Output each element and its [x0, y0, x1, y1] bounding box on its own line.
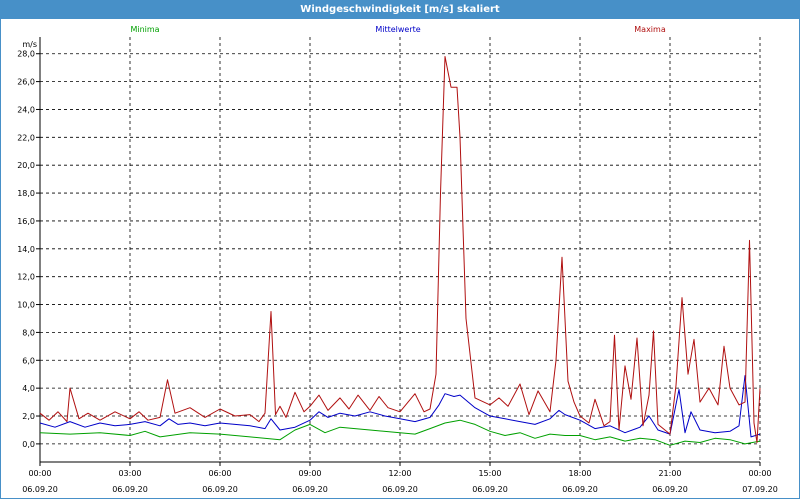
x-tick-date-label: 07.09.20: [742, 485, 778, 494]
legend-mittelwerte: Mittelwerte: [375, 25, 420, 34]
series-line-minima: [39, 419, 761, 446]
x-tick-time-label: 06:00: [208, 469, 231, 478]
x-tick-date-label: 06.09.20: [652, 485, 688, 494]
x-tick-date-label: 06.09.20: [112, 485, 148, 494]
x-tick-date-label: 06.09.20: [22, 485, 58, 494]
y-tick-label: 4,0: [22, 384, 35, 393]
y-tick-label: 2,0: [22, 412, 35, 421]
series-line-mittelwerte: [39, 375, 761, 438]
chart-title: Windgeschwindigkeit [m/s] skaliert: [0, 0, 800, 19]
x-tick-date-label: 06.09.20: [562, 485, 598, 494]
y-tick-label: 18,0: [17, 189, 35, 198]
y-tick-label: 12,0: [17, 273, 35, 282]
x-tick-date-label: 06.09.20: [382, 485, 418, 494]
y-tick-label: 8,0: [22, 328, 35, 337]
x-tick-time-label: 00:00: [748, 469, 771, 478]
series-line-maxima: [39, 56, 761, 443]
y-tick-label: 22,0: [17, 133, 35, 142]
x-tick-time-label: 03:00: [118, 469, 141, 478]
y-tick-label: 26,0: [17, 78, 35, 87]
y-tick-label: 24,0: [17, 105, 35, 114]
y-tick-label: 0,0: [22, 440, 35, 449]
legend-maxima: Maxima: [634, 25, 666, 34]
y-tick-label: 28,0: [17, 50, 35, 59]
y-tick-label: 16,0: [17, 217, 35, 226]
x-tick-time-label: 15:00: [478, 469, 501, 478]
legend-minima: Minima: [130, 25, 159, 34]
x-tick-date-label: 06.09.20: [292, 485, 328, 494]
x-tick-time-label: 09:00: [298, 469, 321, 478]
x-tick-date-label: 06.09.20: [202, 485, 238, 494]
x-tick-time-label: 00:00: [28, 469, 51, 478]
x-tick-time-label: 18:00: [568, 469, 591, 478]
x-tick-time-label: 21:00: [658, 469, 681, 478]
y-tick-label: 6,0: [22, 356, 35, 365]
x-tick-date-label: 06.09.20: [472, 485, 508, 494]
y-tick-label: 10,0: [17, 301, 35, 310]
x-tick-time-label: 12:00: [388, 469, 411, 478]
y-tick-label: 14,0: [17, 245, 35, 254]
y-axis-unit-label: m/s: [22, 40, 37, 49]
y-tick-label: 20,0: [17, 161, 35, 170]
